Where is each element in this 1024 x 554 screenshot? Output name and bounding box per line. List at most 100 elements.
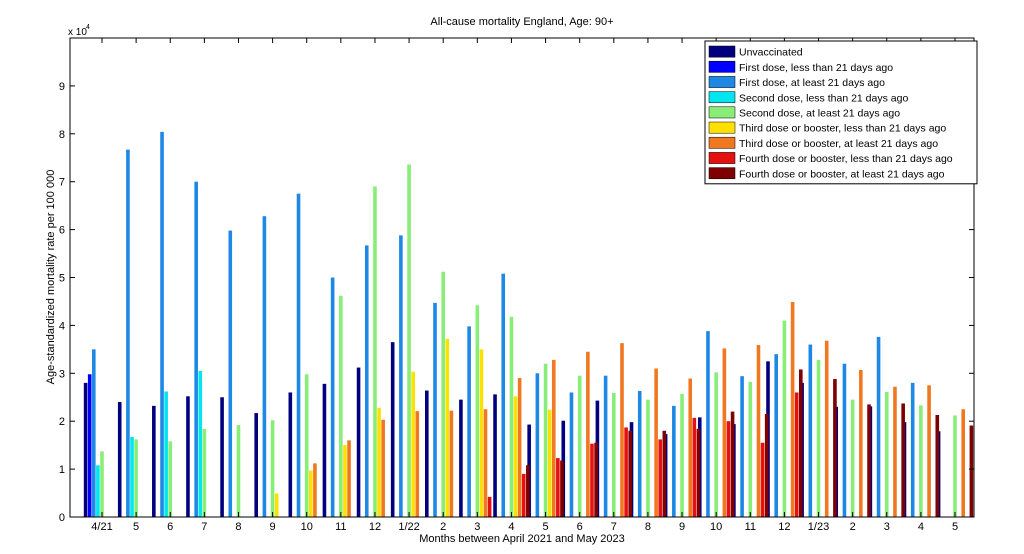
legend-entry: Second dose, less than 21 days ago	[739, 92, 908, 104]
bar	[475, 305, 480, 517]
bars-layer	[83, 131, 974, 518]
bar	[816, 359, 821, 517]
x-tick-label: 6	[167, 521, 173, 533]
x-tick-label: 11	[745, 521, 756, 533]
x-tick-label: 10	[301, 521, 313, 533]
y-tick-label: 9	[59, 81, 65, 93]
legend-swatch	[708, 152, 736, 164]
bar	[493, 394, 497, 517]
bar	[433, 302, 437, 517]
x-tick-label: 7	[611, 521, 617, 533]
bar	[730, 411, 735, 517]
x-tick-label: 5	[133, 521, 139, 533]
bar	[381, 419, 385, 517]
bar	[794, 392, 799, 517]
bar	[927, 385, 931, 517]
bar	[953, 415, 957, 517]
x-tick-label: 12	[778, 521, 790, 533]
bar	[696, 428, 701, 517]
bar	[628, 430, 632, 517]
bar	[842, 363, 847, 517]
bar	[186, 396, 190, 517]
chart-title: All-cause mortality England, Age: 90+	[430, 16, 613, 28]
legend-swatch	[708, 136, 736, 149]
bar	[551, 359, 556, 517]
bar	[479, 349, 484, 517]
bar	[543, 363, 548, 517]
bar	[288, 392, 293, 517]
x-tick-label: 1/22	[398, 521, 419, 533]
bar	[919, 405, 923, 517]
bar	[309, 470, 313, 517]
x-tick-label: 5	[542, 521, 548, 533]
bar	[198, 370, 203, 517]
bar	[441, 271, 445, 517]
bar	[509, 316, 514, 517]
bar	[487, 496, 492, 517]
bar	[407, 164, 411, 517]
bar	[521, 473, 526, 517]
bar	[194, 181, 198, 517]
bar	[782, 320, 787, 517]
bar	[415, 411, 420, 517]
bar	[620, 343, 624, 517]
legend-entry: Fourth dose or booster, less than 21 day…	[739, 153, 953, 165]
bar	[876, 336, 881, 517]
bar	[603, 375, 608, 517]
bar	[884, 391, 889, 517]
legend: Unvaccinated First dose, less than 21 day…	[704, 40, 978, 185]
bar	[808, 344, 813, 517]
bar	[296, 193, 301, 518]
bar	[756, 345, 761, 517]
bar	[322, 383, 327, 517]
legend-entry: Unvaccinated	[739, 47, 803, 59]
bar	[513, 396, 518, 517]
y-tick-label: 7	[59, 177, 65, 189]
bar	[449, 410, 454, 517]
bar	[850, 399, 855, 517]
x-tick-label: 7	[201, 521, 207, 533]
x-tick-label: 3	[474, 521, 480, 533]
x-tick-label: 2	[440, 521, 446, 533]
x-tick-label: 9	[270, 521, 276, 533]
bar	[152, 405, 156, 517]
x-tick-label: 12	[369, 521, 381, 533]
y-axis-label: Age-standardized mortality rate per 100 …	[45, 170, 57, 385]
bar	[594, 442, 598, 517]
legend-entry: Third dose or booster, less than 21 days…	[739, 123, 946, 135]
bar	[313, 463, 317, 517]
bar	[662, 430, 667, 517]
bar	[774, 354, 778, 517]
bar	[824, 340, 829, 517]
bar	[347, 440, 351, 517]
legend-entry: Fourth dose or booster, at least 21 days…	[739, 168, 945, 180]
bar	[373, 186, 377, 518]
bar	[236, 425, 241, 517]
bar	[270, 420, 275, 517]
bar	[304, 374, 309, 517]
bar	[130, 437, 134, 517]
bar	[910, 382, 915, 517]
bar	[228, 230, 233, 517]
x-tick-label: 6	[577, 521, 583, 533]
y-tick-label: 8	[59, 129, 65, 141]
x-tick-label: 4	[508, 521, 514, 533]
legend-swatch	[708, 167, 736, 180]
bar	[692, 417, 697, 517]
bar	[254, 413, 258, 517]
bar	[672, 405, 676, 517]
x-tick-label: 10	[710, 521, 722, 533]
y-tick-label: 3	[59, 368, 65, 380]
y-tick-label: 1	[59, 464, 65, 476]
bar	[590, 443, 594, 517]
bar	[722, 348, 727, 517]
legend-swatch	[708, 91, 736, 104]
bar	[390, 342, 395, 517]
y-exponent-power: 4	[86, 24, 90, 31]
y-tick-label: 2	[59, 416, 65, 428]
bar	[467, 326, 471, 517]
x-tick-label: 3	[884, 521, 890, 533]
x-tick-label: 9	[679, 521, 685, 533]
y-tick-label: 0	[59, 512, 65, 524]
